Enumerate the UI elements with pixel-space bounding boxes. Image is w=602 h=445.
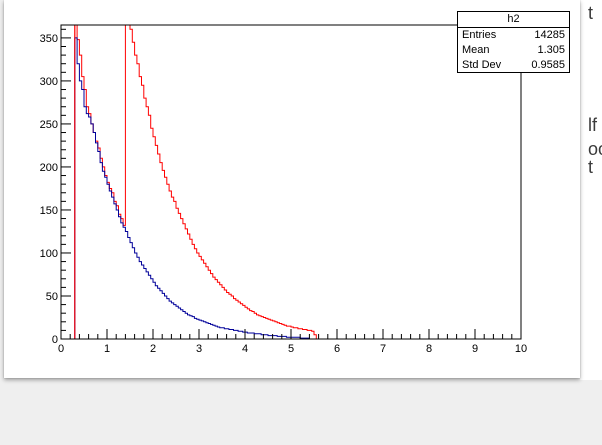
canvas-window: 0 1 2 3 4 5 6 7 8 9 10 0 50 100 150 200 250 300 350 h2 Ent… — [4, 0, 580, 378]
plot-frame — [60, 24, 522, 340]
x-tick-label: 3 — [196, 343, 202, 355]
x-tick-label: 6 — [334, 343, 340, 355]
y-tick-label: 350 — [40, 33, 58, 45]
stats-label-stddev: Std Dev — [462, 59, 502, 71]
y-tick-label: 150 — [40, 205, 58, 217]
x-tick-label: 5 — [288, 343, 294, 355]
x-tick-label: 1 — [104, 343, 110, 355]
stats-row-stddev: Std Dev 0.9585 — [458, 58, 569, 73]
stats-label-mean: Mean — [462, 44, 490, 56]
stats-label-entries: Entries — [462, 29, 497, 41]
x-tick-label: 10 — [515, 343, 527, 355]
x-tick-label: 8 — [426, 343, 432, 355]
stats-value-mean: 1.305 — [537, 44, 565, 56]
stats-row-mean: Mean 1.305 — [458, 43, 569, 58]
background-window-fragment: t lf oo t — [580, 0, 602, 380]
x-tick-label: 4 — [242, 343, 248, 355]
y-tick-label: 50 — [46, 291, 58, 303]
stats-title: h2 — [458, 12, 569, 28]
x-tick-label: 0 — [58, 343, 64, 355]
stats-row-entries: Entries 14285 — [458, 28, 569, 43]
y-tick-label: 200 — [40, 162, 58, 174]
y-tick-label: 100 — [40, 248, 58, 260]
histogram-series-1 — [74, 25, 317, 339]
x-tick-label: 7 — [380, 343, 386, 355]
stats-value-stddev: 0.9585 — [531, 59, 565, 71]
background-text-4: t — [588, 157, 594, 177]
histogram-series-2 — [74, 37, 331, 339]
background-text-3: oo — [588, 139, 602, 159]
stats-box[interactable]: h2 Entries 14285 Mean 1.305 Std Dev 0.95… — [457, 11, 570, 73]
stats-value-entries: 14285 — [534, 29, 565, 41]
y-tick-label: 300 — [40, 76, 58, 88]
y-tick-label: 250 — [40, 119, 58, 131]
x-tick-label: 2 — [150, 343, 156, 355]
background-text-2: lf — [588, 115, 597, 135]
x-tick-label: 9 — [472, 343, 478, 355]
y-tick-label: 0 — [52, 334, 58, 346]
background-text-1: t — [588, 3, 594, 23]
